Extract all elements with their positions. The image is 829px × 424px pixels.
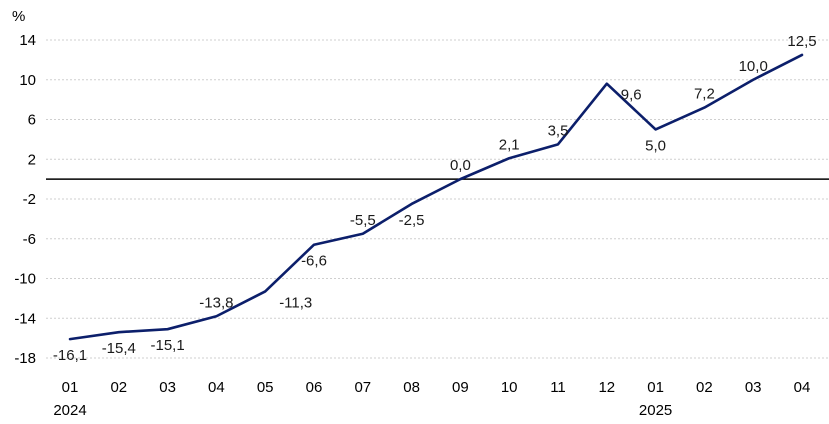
data-label: 9,6 (621, 87, 642, 104)
data-label: -6,6 (301, 253, 327, 270)
x-tick-label: 05 (257, 379, 274, 396)
y-tick-label: 2 (28, 151, 36, 168)
data-label: 2,1 (499, 136, 520, 153)
y-tick-label: 10 (19, 72, 36, 89)
data-label: 12,5 (787, 33, 816, 50)
x-tick-label: 01 (647, 379, 664, 396)
data-labels: -16,1 -15,4 -15,1 -13,8 -11,3 -6,6 -5,5 -2,5 0,0… (53, 33, 817, 364)
y-tick-label: -18 (14, 350, 36, 367)
y-axis-ticks: 14 10 6 2 -2 -6 -10 -14 -18 (14, 32, 36, 367)
gridlines (46, 39, 829, 359)
x-tick-label: 08 (403, 379, 420, 396)
x-tick-label: 04 (208, 379, 225, 396)
data-label: 3,5 (548, 122, 569, 139)
x-tick-label: 12 (598, 379, 615, 396)
x-tick-label: 10 (501, 379, 518, 396)
x-tick-label: 03 (159, 379, 176, 396)
y-tick-label: -6 (23, 231, 36, 248)
series-line (68, 53, 804, 341)
data-label: 0,0 (450, 157, 471, 174)
data-label: -15,4 (102, 340, 136, 357)
x-tick-label: 09 (452, 379, 469, 396)
x-tick-label: 04 (794, 379, 811, 396)
data-label: -5,5 (350, 212, 376, 229)
y-tick-label: 6 (28, 112, 36, 129)
data-label: -13,8 (199, 294, 233, 311)
y-tick-label: -10 (14, 271, 36, 288)
x-year-label: 2025 (639, 402, 672, 419)
y-tick-label: -14 (14, 310, 36, 327)
data-label: -11,3 (279, 294, 312, 311)
data-label: -15,1 (150, 337, 184, 354)
x-tick-label: 02 (696, 379, 713, 396)
y-tick-label: -2 (23, 191, 36, 208)
x-axis-ticks: 01 02 03 04 05 06 07 08 09 10 11 12 01 02 03 04 2024 2025 (53, 379, 810, 419)
data-label: -16,1 (53, 347, 87, 364)
x-tick-label: 06 (306, 379, 323, 396)
y-tick-label: 14 (19, 32, 36, 49)
x-tick-label: 07 (354, 379, 371, 396)
x-year-label: 2024 (53, 402, 86, 419)
x-tick-label: 01 (62, 379, 79, 396)
data-label: 10,0 (739, 58, 768, 75)
x-tick-label: 11 (550, 379, 566, 396)
x-tick-label: 03 (745, 379, 762, 396)
data-label: 5,0 (645, 137, 666, 154)
y-axis-unit-label: % (12, 8, 25, 25)
x-tick-label: 02 (110, 379, 127, 396)
data-label: 7,2 (694, 86, 715, 103)
data-label: -2,5 (399, 212, 425, 229)
